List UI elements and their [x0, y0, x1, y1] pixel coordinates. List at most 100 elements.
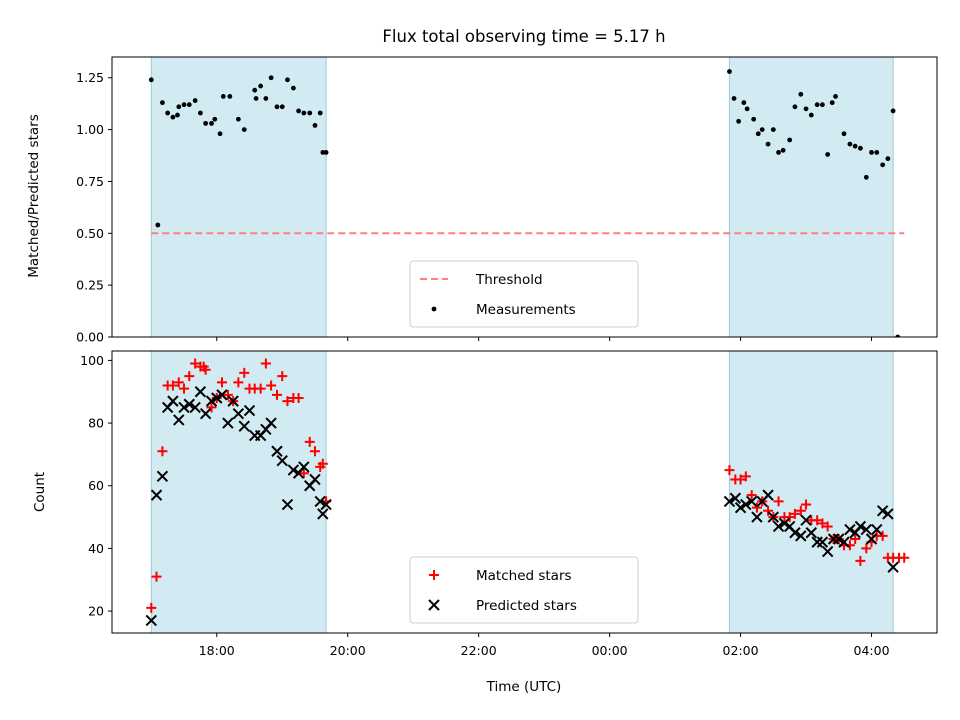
data-point: [317, 458, 328, 469]
legend-box: [409, 260, 639, 328]
data-point: [179, 383, 190, 394]
data-point: [186, 102, 192, 108]
data-point: [736, 118, 742, 124]
data-point: [755, 131, 761, 137]
legend-matched-swatch: [429, 570, 439, 580]
data-point: [869, 150, 874, 155]
data-point: [880, 162, 886, 168]
data-point: [285, 77, 290, 83]
observing-window-1: [728, 57, 894, 337]
data-point: [744, 106, 750, 112]
data-point: [860, 523, 872, 536]
data-point: [190, 358, 201, 369]
data-point: [314, 495, 326, 508]
data-point: [258, 83, 264, 89]
data-point: [746, 490, 757, 501]
data-point: [216, 389, 228, 401]
data-point: [731, 96, 737, 101]
data-point: [274, 104, 280, 110]
y-tick-label: 1.00: [76, 122, 104, 137]
data-point: [282, 396, 293, 407]
data-point: [199, 407, 212, 420]
plot-area: [148, 57, 905, 337]
data-point: [167, 395, 179, 407]
data-point: [227, 395, 239, 407]
data-point: [770, 127, 776, 132]
x-tick-label: 18:00: [199, 643, 235, 658]
data-point: [882, 508, 894, 520]
data-point: [724, 465, 735, 476]
data-point: [268, 75, 274, 81]
y-tick-label: 1.25: [76, 70, 104, 85]
data-point: [157, 446, 168, 457]
data-point: [266, 380, 277, 391]
data-point: [211, 392, 223, 404]
data-point: [827, 533, 840, 545]
data-point: [765, 141, 771, 147]
data-point: [194, 386, 207, 398]
data-point: [212, 116, 218, 122]
data-point: [170, 114, 176, 120]
legend-label: Matched stars: [476, 568, 572, 584]
x-tick-label: 02:00: [723, 643, 759, 658]
data-point: [844, 523, 856, 536]
data-point: [293, 393, 304, 403]
data-point: [740, 498, 752, 511]
data-point: [825, 152, 831, 157]
y-tick-label: 0.00: [76, 330, 104, 345]
x-tick-label: 00:00: [592, 643, 628, 658]
data-point: [178, 401, 190, 414]
data-point: [822, 521, 833, 532]
data-point: [850, 534, 861, 544]
data-point: [312, 123, 318, 128]
data-point: [816, 536, 829, 548]
data-point: [203, 120, 209, 126]
data-point: [252, 87, 258, 93]
data-point: [156, 470, 169, 483]
plot-area: [145, 351, 910, 633]
data-point: [239, 367, 250, 378]
legend-label: Predicted stars: [476, 598, 577, 614]
data-point: [222, 417, 234, 429]
data-point: [272, 389, 282, 400]
data-point: [829, 100, 835, 106]
x-axis-label: Time (UTC): [486, 679, 562, 695]
data-point: [227, 94, 233, 99]
data-point: [762, 489, 774, 501]
data-point: [792, 104, 798, 110]
data-point: [253, 96, 259, 101]
data-point: [200, 364, 211, 375]
data-point: [307, 110, 313, 116]
data-point: [801, 499, 812, 510]
data-point: [304, 436, 315, 447]
data-point: [217, 377, 227, 388]
data-point: [833, 94, 838, 99]
data-point: [265, 417, 277, 429]
data-point: [296, 108, 302, 114]
data-point: [160, 100, 165, 106]
data-point: [176, 104, 182, 110]
y-tick-label: 100: [80, 353, 104, 368]
data-point: [865, 533, 878, 545]
data-point: [833, 533, 845, 545]
data-point: [734, 501, 747, 514]
data-point: [243, 404, 256, 417]
data-point: [173, 414, 185, 426]
x-tick-label: 22:00: [461, 643, 497, 658]
data-point: [863, 174, 869, 180]
x-tick-label: 20:00: [330, 643, 366, 658]
data-point: [789, 508, 800, 519]
legend: Matched stars Predicted stars: [409, 556, 639, 624]
data-point: [317, 508, 329, 520]
data-point: [276, 454, 288, 467]
data-point: [751, 116, 757, 122]
y-tick-label: 60: [88, 478, 104, 493]
data-point: [233, 377, 244, 388]
data-point: [798, 91, 804, 97]
data-point: [899, 552, 910, 563]
data-point: [735, 474, 746, 485]
data-point: [895, 334, 901, 337]
data-point: [320, 498, 332, 511]
data-point: [279, 104, 285, 110]
